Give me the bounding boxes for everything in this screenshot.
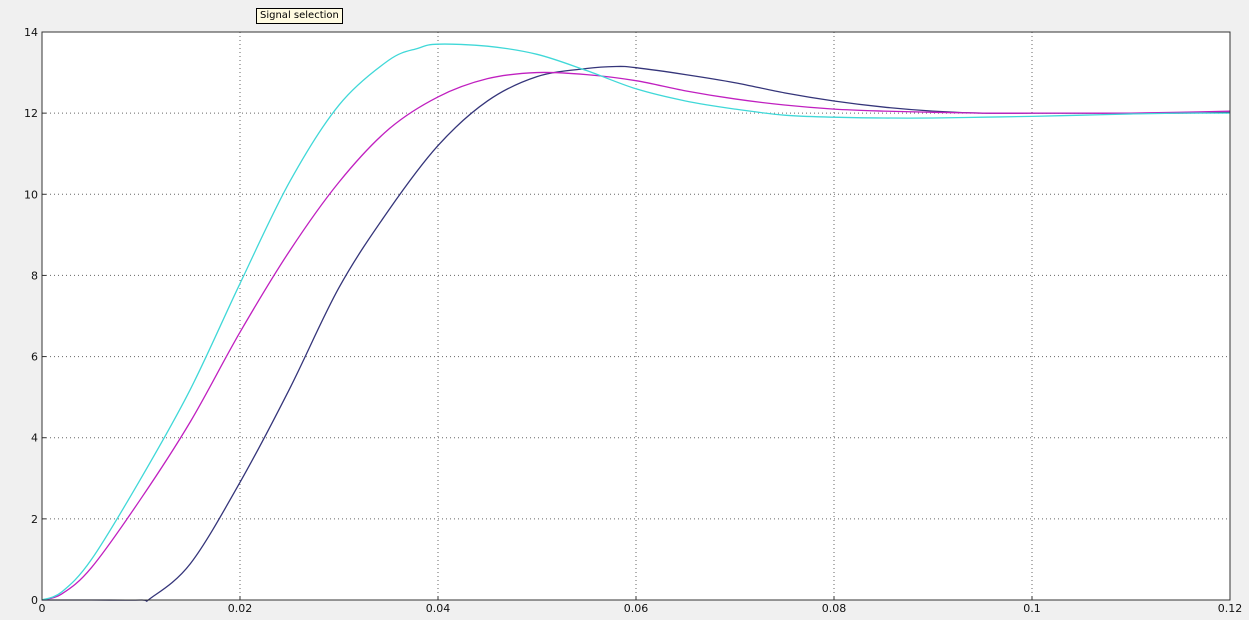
y-tick-label: 10 xyxy=(24,188,38,201)
x-tick-label: 0.08 xyxy=(822,602,847,615)
y-tick-label: 6 xyxy=(31,351,38,364)
signal-selection-tooltip: Signal selection xyxy=(256,8,343,24)
y-tick-label: 2 xyxy=(31,513,38,526)
series-line-2 xyxy=(41,71,1231,601)
x-tick-label: 0.12 xyxy=(1218,602,1243,615)
y-tick-label: 8 xyxy=(31,269,38,282)
x-tick-label: 0.02 xyxy=(228,602,253,615)
x-tick-label: 0 xyxy=(39,602,46,615)
x-tick-label: 0.06 xyxy=(624,602,649,615)
y-tick-label: 0 xyxy=(31,594,38,607)
plot-frame xyxy=(41,31,1231,601)
tick-layer: 0 0.02 0.04 0.06 0.08 0.1 0.12 0 2 4 6 8 10 12 14 xyxy=(24,26,1242,615)
y-tick-label: 12 xyxy=(24,107,38,120)
grid-layer xyxy=(42,32,1230,600)
series-line-3 xyxy=(41,43,1231,601)
y-tick-label: 4 xyxy=(31,432,38,445)
series-layer xyxy=(41,43,1231,602)
y-tick-label: 14 xyxy=(24,26,38,39)
x-tick-label: 0.04 xyxy=(426,602,451,615)
x-tick-label: 0.1 xyxy=(1023,602,1041,615)
